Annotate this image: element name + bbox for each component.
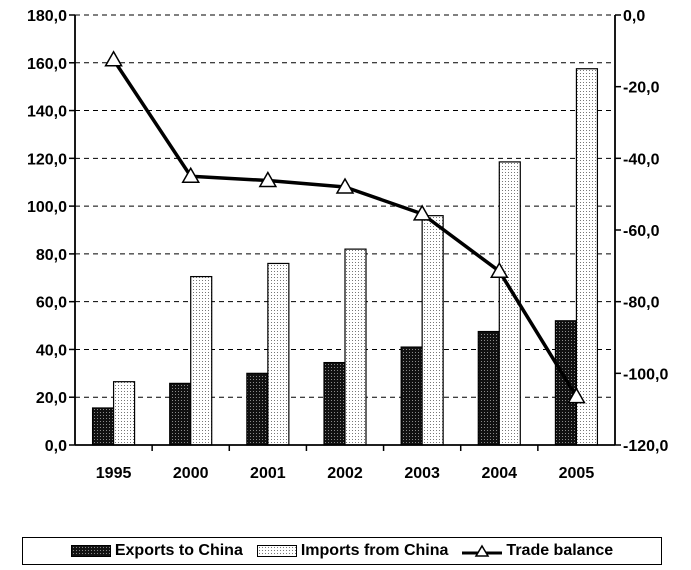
x-axis-tick-label: 2003: [404, 465, 440, 482]
x-axis-tick-label: 2005: [559, 465, 595, 482]
right-axis-tick-label: -100,0: [623, 366, 668, 383]
trade-balance-point-2001: [258, 171, 278, 188]
left-axis-tick-label: 100,0: [27, 199, 67, 216]
trade-balance-point-1995: [104, 50, 123, 67]
left-axis-tick-label: 60,0: [36, 295, 67, 312]
legend-label-exports: Exports to China: [114, 542, 243, 559]
right-axis-tick-label: -60,0: [623, 223, 660, 240]
trade-balance-point-2003: [412, 204, 432, 221]
chart: 0,0 20,0 40,0 60,0 80,0 100,0 120,0 140,0 160,0 1…: [27, 8, 669, 482]
right-axis-tick-label: 0,0: [623, 8, 645, 25]
bar-exports-2003: [400, 346, 423, 446]
trade-balance-point-2005: [567, 387, 586, 404]
bar-imports-2001: [267, 262, 290, 446]
left-axis-tick-label: 140,0: [27, 104, 67, 121]
bar-exports-2000: [169, 382, 192, 446]
right-axis-tick-label: -40,0: [623, 151, 660, 168]
trade-balance-point-2004: [489, 261, 509, 278]
bar-imports-2003: [421, 215, 444, 446]
bar-exports-2001: [246, 372, 269, 446]
trade-balance-point-2002: [335, 177, 355, 194]
legend-swatch-exports: [70, 545, 111, 557]
left-axis-tick-label: 0,0: [45, 438, 67, 455]
left-axis-tick-label: 80,0: [36, 247, 67, 264]
left-axis-tick-label: 160,0: [27, 56, 67, 73]
right-axis-tick-label: -80,0: [623, 295, 660, 312]
bar-exports-1995: [91, 407, 115, 446]
x-axis-tick-label: 2004: [481, 465, 517, 482]
legend-item-exports: Exports to China: [70, 542, 243, 560]
bar-imports-2005: [575, 68, 599, 446]
bar-imports-2000: [190, 275, 213, 446]
right-axis-tick-label: -120,0: [623, 438, 668, 455]
legend-swatch-imports: [256, 545, 297, 557]
bar-exports-2004: [477, 330, 500, 446]
legend-item-trade-balance: Trade balance: [462, 542, 613, 560]
bar-imports-1995: [112, 381, 136, 446]
bar-imports-2002: [344, 248, 367, 446]
legend: Exports to China Imports from China Trad…: [22, 537, 662, 565]
left-axis-tick-label: 40,0: [36, 342, 67, 359]
left-axis-tick-label: 180,0: [27, 8, 67, 25]
left-axis-tick-label: 120,0: [27, 151, 67, 168]
legend-label-trade-balance: Trade balance: [506, 542, 614, 559]
bar-exports-2002: [323, 361, 346, 446]
x-axis-tick-label: 2001: [250, 465, 286, 482]
legend-item-imports: Imports from China: [256, 542, 449, 560]
x-axis-tick-label: 1995: [96, 465, 132, 482]
legend-line-marker-icon: [462, 544, 503, 557]
left-axis-tick-label: 20,0: [36, 390, 67, 407]
legend-label-imports: Imports from China: [300, 542, 449, 559]
trade-balance-point-2000: [181, 166, 201, 183]
x-axis-tick-label: 2002: [327, 465, 363, 482]
right-axis-tick-label: -20,0: [623, 80, 660, 97]
x-axis-tick-label: 2000: [173, 465, 209, 482]
